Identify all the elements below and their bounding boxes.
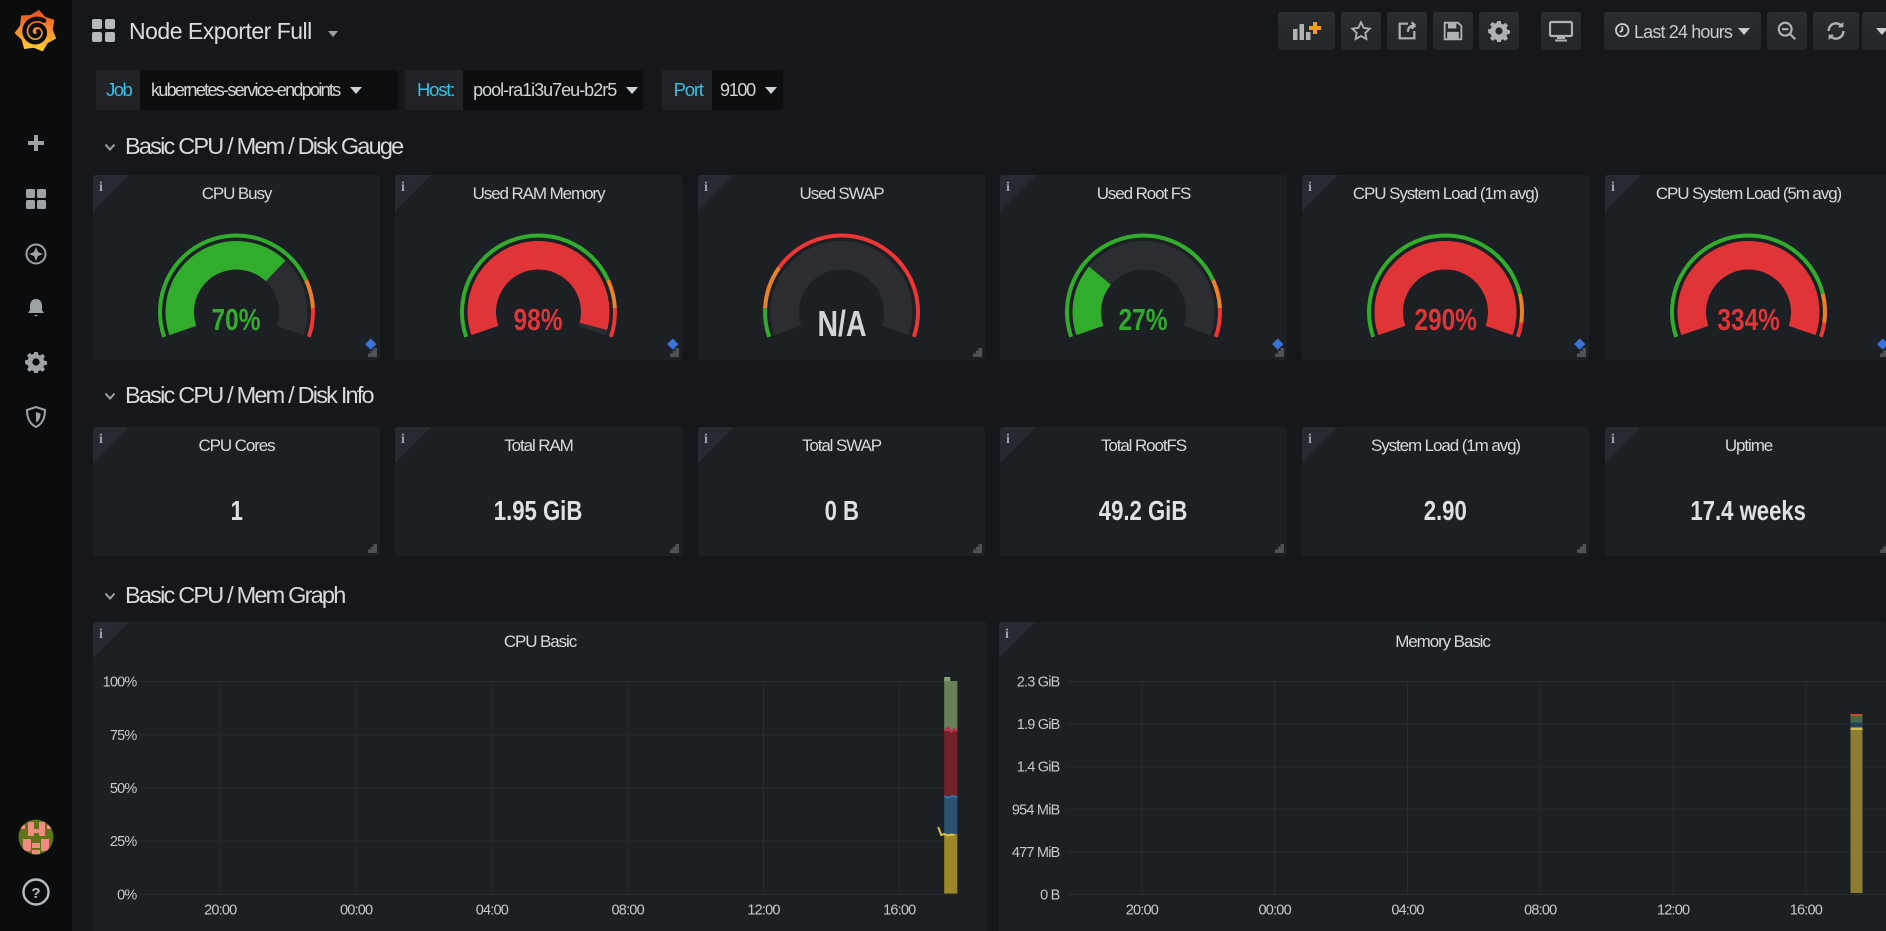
svg-text:?: ? xyxy=(31,885,40,902)
svg-text:i: i xyxy=(99,627,103,642)
svg-text:08:00: 08:00 xyxy=(612,903,645,919)
svg-text:i: i xyxy=(401,432,405,447)
svg-text:25%: 25% xyxy=(110,834,138,850)
svg-text:954 MiB: 954 MiB xyxy=(1012,802,1060,818)
svg-text:i: i xyxy=(704,432,708,447)
svg-text:04:00: 04:00 xyxy=(476,903,509,919)
svg-text:12:00: 12:00 xyxy=(747,903,780,919)
svg-text:20:00: 20:00 xyxy=(204,903,237,919)
svg-text:2.3 GiB: 2.3 GiB xyxy=(1017,675,1060,691)
svg-text:50%: 50% xyxy=(110,781,138,797)
svg-text:75%: 75% xyxy=(110,728,138,744)
svg-text:100%: 100% xyxy=(103,675,138,691)
svg-text:i: i xyxy=(704,180,708,195)
svg-text:04:00: 04:00 xyxy=(1391,903,1424,919)
svg-text:i: i xyxy=(1611,432,1615,447)
svg-text:i: i xyxy=(1005,627,1009,642)
svg-text:i: i xyxy=(1006,432,1010,447)
svg-text:16:00: 16:00 xyxy=(883,903,916,919)
svg-text:0 B: 0 B xyxy=(1040,888,1059,904)
svg-text:00:00: 00:00 xyxy=(1259,903,1292,919)
svg-text:16:00: 16:00 xyxy=(1790,903,1823,919)
svg-text:477 MiB: 477 MiB xyxy=(1012,845,1060,861)
svg-text:i: i xyxy=(1308,180,1312,195)
svg-text:08:00: 08:00 xyxy=(1524,903,1557,919)
svg-text:i: i xyxy=(1308,432,1312,447)
svg-text:i: i xyxy=(99,432,103,447)
svg-text:1.9 GiB: 1.9 GiB xyxy=(1017,717,1060,733)
svg-text:i: i xyxy=(1006,180,1010,195)
svg-text:1.4 GiB: 1.4 GiB xyxy=(1017,760,1060,776)
svg-text:12:00: 12:00 xyxy=(1657,903,1690,919)
svg-text:00:00: 00:00 xyxy=(340,903,373,919)
svg-text:20:00: 20:00 xyxy=(1126,903,1159,919)
svg-text:i: i xyxy=(1611,180,1615,195)
svg-text:0%: 0% xyxy=(117,888,137,904)
svg-text:i: i xyxy=(401,180,405,195)
svg-text:i: i xyxy=(99,180,103,195)
